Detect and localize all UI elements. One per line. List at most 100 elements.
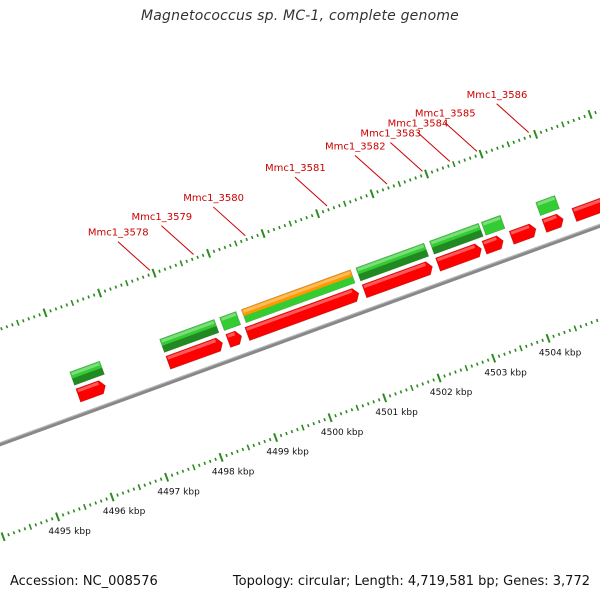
inner-tick xyxy=(12,531,16,535)
feature-highlight xyxy=(543,215,557,223)
gene-label[interactable]: Mmc1_3582 xyxy=(325,141,386,152)
outer-tick xyxy=(163,267,167,271)
outer-tick xyxy=(397,180,402,188)
inner-tick xyxy=(327,413,333,423)
feature-shape xyxy=(219,311,242,331)
outer-tick-ring xyxy=(0,109,600,331)
outer-tick xyxy=(430,170,434,174)
feature-highlight xyxy=(77,381,99,393)
outer-tick xyxy=(130,279,134,283)
outer-tick xyxy=(414,176,417,180)
outer-tick xyxy=(151,268,157,278)
outer-tick xyxy=(245,237,248,242)
scale-label: 4498 kbp xyxy=(212,468,255,478)
inner-tick xyxy=(246,444,251,451)
inner-tick xyxy=(50,517,54,521)
inner-tick xyxy=(164,472,170,482)
gene-label[interactable]: Mmc1_3585 xyxy=(415,109,476,120)
inner-tick xyxy=(268,437,272,442)
outer-tick xyxy=(49,309,52,313)
inner-tick xyxy=(432,378,435,382)
outer-tick xyxy=(136,277,139,281)
inner-tick xyxy=(454,370,457,374)
inner-tick xyxy=(399,390,403,394)
scale-label: 4501 kbp xyxy=(375,408,418,418)
outer-tick xyxy=(76,299,80,303)
outer-tick xyxy=(196,255,199,260)
outer-tick xyxy=(539,130,543,135)
inner-tick xyxy=(187,467,190,471)
feature-highlight xyxy=(221,312,237,321)
inner-tick xyxy=(176,471,179,475)
inner-tick xyxy=(285,431,288,436)
inner-tick xyxy=(405,388,408,392)
inner-tick xyxy=(273,432,279,443)
outer-tick xyxy=(447,164,450,168)
feature-highlight xyxy=(246,289,353,331)
outer-tick xyxy=(42,308,48,318)
inner-tick xyxy=(301,424,305,431)
inner-tick xyxy=(78,507,81,511)
gene-label-leader xyxy=(444,122,478,152)
cds-feature xyxy=(361,261,433,299)
inner-tick xyxy=(416,384,419,388)
outer-tick xyxy=(376,190,379,194)
outer-tick xyxy=(190,257,194,261)
gene-label-leader xyxy=(354,154,388,185)
inner-tick xyxy=(541,338,544,343)
inner-tick xyxy=(252,443,256,448)
feature-highlight xyxy=(510,225,530,235)
gene-label[interactable]: Mmc1_3578 xyxy=(88,228,149,239)
inner-tick xyxy=(568,328,572,333)
outer-tick xyxy=(92,293,96,297)
gene-label[interactable]: Mmc1_3579 xyxy=(131,212,192,223)
cds-feature xyxy=(571,197,600,222)
inner-tick xyxy=(530,342,534,346)
inner-tick xyxy=(67,511,70,515)
inner-tick xyxy=(573,325,578,332)
gene-label[interactable]: Mmc1_3584 xyxy=(388,119,449,130)
inner-tick xyxy=(497,354,501,358)
inner-tick-ring xyxy=(0,318,599,542)
inner-tick xyxy=(39,521,43,525)
inner-tick xyxy=(72,509,76,513)
gene-label-leader xyxy=(390,142,423,172)
inner-tick xyxy=(519,345,523,352)
inner-tick xyxy=(410,384,414,392)
gene-feature xyxy=(240,269,356,324)
feature-shape xyxy=(508,223,537,245)
inner-tick xyxy=(230,451,234,456)
outer-tick xyxy=(305,215,308,220)
cds-feature xyxy=(165,337,223,370)
feature-highlight xyxy=(437,245,476,262)
gene-label[interactable]: Mmc1_3586 xyxy=(467,90,528,101)
outer-tick xyxy=(27,317,30,321)
outer-tick xyxy=(436,168,439,172)
outer-tick xyxy=(5,325,9,329)
feature-shade xyxy=(162,326,219,353)
feature-shade xyxy=(358,249,429,281)
gene-label-leader xyxy=(161,225,194,255)
inner-tick xyxy=(503,352,506,356)
cds-feature xyxy=(481,235,504,255)
inner-tick xyxy=(584,322,588,327)
feature-shape xyxy=(165,337,223,370)
outer-tick xyxy=(343,200,347,207)
inner-tick xyxy=(198,463,201,467)
outer-tick xyxy=(212,249,216,254)
outer-tick xyxy=(185,259,189,263)
inner-tick xyxy=(579,324,583,329)
outer-tick xyxy=(496,146,499,150)
gene-label[interactable]: Mmc1_3583 xyxy=(360,128,421,139)
scale-label: 4495 kbp xyxy=(48,527,91,537)
outer-tick xyxy=(458,160,461,164)
outer-tick xyxy=(512,140,516,144)
inner-tick xyxy=(45,519,48,523)
gene-label[interactable]: Mmc1_3581 xyxy=(265,163,326,174)
gene-label[interactable]: Mmc1_3580 xyxy=(183,193,244,204)
outer-tick xyxy=(321,210,325,214)
inner-tick xyxy=(55,512,61,522)
backbone-line xyxy=(0,223,600,447)
outer-tick xyxy=(452,160,456,168)
inner-tick xyxy=(334,414,337,418)
